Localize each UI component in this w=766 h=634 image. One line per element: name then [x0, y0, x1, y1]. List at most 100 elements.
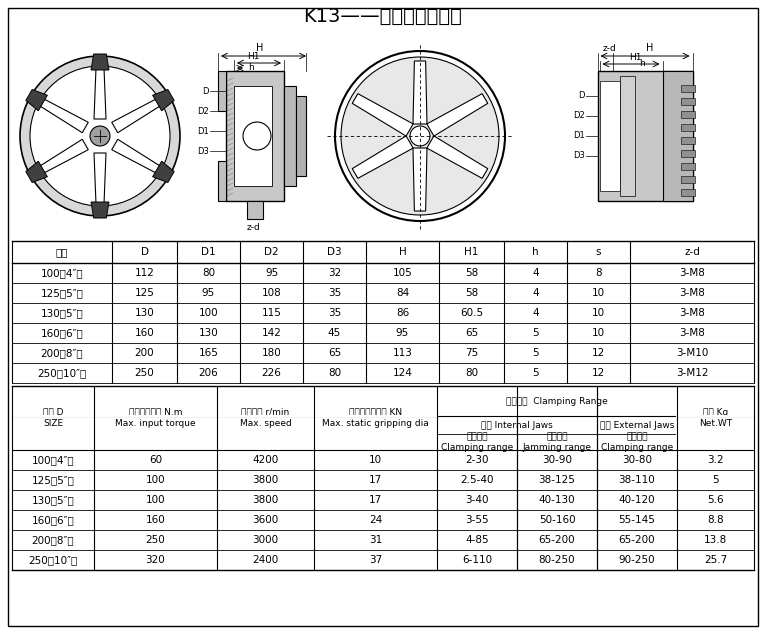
Text: 2.5-40: 2.5-40 [460, 475, 494, 485]
Bar [218, 161, 226, 201]
Text: 30-90: 30-90 [542, 455, 572, 465]
Text: 3-55: 3-55 [465, 515, 489, 525]
Text: 4: 4 [532, 288, 538, 298]
Polygon shape [352, 94, 413, 136]
Text: h: h [532, 247, 538, 257]
Bar [226, 71, 284, 201]
Bar [680, 176, 695, 183]
Text: 200（8″）: 200（8″） [31, 535, 74, 545]
Text: 108: 108 [262, 288, 281, 298]
Text: D: D [578, 91, 584, 101]
Text: D: D [140, 247, 149, 257]
Polygon shape [112, 98, 161, 133]
Text: 142: 142 [261, 328, 281, 338]
Text: 100: 100 [146, 495, 165, 505]
Text: 夹持范围  Clamping Range: 夹持范围 Clamping Range [506, 396, 608, 406]
Text: 3-M8: 3-M8 [679, 308, 705, 318]
Text: 4200: 4200 [252, 455, 279, 465]
Text: 规格: 规格 [56, 247, 68, 257]
Circle shape [243, 122, 271, 150]
Polygon shape [26, 89, 47, 111]
Text: 130: 130 [135, 308, 155, 318]
Polygon shape [112, 139, 161, 174]
Text: 75: 75 [465, 348, 478, 358]
Bar [247, 201, 263, 219]
Text: 10: 10 [592, 328, 605, 338]
Bar [680, 111, 695, 118]
Bar [680, 124, 695, 131]
Bar [680, 189, 695, 196]
Text: 206: 206 [198, 368, 218, 378]
Text: 10: 10 [369, 455, 382, 465]
Text: 夹紧范围
Clamping range: 夹紧范围 Clamping range [441, 432, 513, 452]
Polygon shape [152, 89, 174, 111]
Text: z-d: z-d [684, 247, 700, 257]
Text: 130（5″）: 130（5″） [31, 495, 74, 505]
Text: 160（6″）: 160（6″） [31, 515, 74, 525]
Text: D3: D3 [573, 152, 584, 160]
Text: 3-M8: 3-M8 [679, 288, 705, 298]
Bar [284, 86, 296, 186]
Text: 3800: 3800 [252, 475, 279, 485]
Text: H1: H1 [629, 53, 641, 62]
Text: s: s [596, 247, 601, 257]
Text: 8: 8 [595, 268, 602, 278]
Text: 160（6″）: 160（6″） [41, 328, 83, 338]
Text: K13——六爪自定心卡盘: K13——六爪自定心卡盘 [303, 6, 463, 25]
Text: 320: 320 [146, 555, 165, 565]
Bar [296, 96, 306, 176]
Bar [620, 76, 634, 196]
Text: 160: 160 [135, 328, 155, 338]
Text: 58: 58 [465, 288, 478, 298]
Text: H: H [257, 43, 264, 53]
Text: 165: 165 [198, 348, 218, 358]
Text: 规格 D
SIZE: 规格 D SIZE [43, 408, 64, 429]
Text: 65-200: 65-200 [619, 535, 655, 545]
Text: 80: 80 [202, 268, 215, 278]
Text: 3800: 3800 [252, 495, 279, 505]
Text: 正爪 Internal Jaws: 正爪 Internal Jaws [481, 420, 553, 429]
Text: 45: 45 [328, 328, 341, 338]
Text: 35: 35 [328, 288, 341, 298]
Text: 13.8: 13.8 [704, 535, 727, 545]
Text: 10: 10 [592, 308, 605, 318]
Text: 200: 200 [135, 348, 154, 358]
Polygon shape [413, 61, 427, 124]
Text: 40-120: 40-120 [619, 495, 655, 505]
Polygon shape [94, 153, 106, 204]
Text: 3-M12: 3-M12 [676, 368, 709, 378]
Circle shape [20, 56, 180, 216]
Polygon shape [39, 139, 88, 174]
Text: 最大输入扭矩 N.m
Max. input torque: 最大输入扭矩 N.m Max. input torque [115, 408, 196, 429]
Text: 65: 65 [328, 348, 341, 358]
Text: 55-145: 55-145 [619, 515, 656, 525]
Bar [234, 86, 272, 186]
Text: 250: 250 [146, 535, 165, 545]
Circle shape [335, 51, 505, 221]
Bar [680, 163, 695, 170]
Text: 6-110: 6-110 [462, 555, 492, 565]
Text: 125: 125 [135, 288, 155, 298]
Text: 130: 130 [198, 328, 218, 338]
Text: 5.6: 5.6 [707, 495, 724, 505]
Text: 35: 35 [328, 308, 341, 318]
Text: 4-85: 4-85 [465, 535, 489, 545]
Text: 50-160: 50-160 [538, 515, 575, 525]
Text: 86: 86 [396, 308, 409, 318]
Text: 250: 250 [135, 368, 155, 378]
Text: 净重 Kg
Net.WT: 净重 Kg Net.WT [699, 408, 732, 429]
Text: 夹紧范围
Clamping range: 夹紧范围 Clamping range [601, 432, 673, 452]
Circle shape [341, 57, 499, 215]
Bar [663, 71, 692, 201]
Text: 3.2: 3.2 [707, 455, 724, 465]
Polygon shape [26, 161, 47, 183]
Text: 5: 5 [532, 368, 538, 378]
Bar [218, 71, 226, 111]
Text: 95: 95 [396, 328, 409, 338]
Text: 60: 60 [149, 455, 162, 465]
Bar [680, 85, 695, 92]
Text: 250（10″）: 250（10″） [28, 555, 77, 565]
Text: 2-30: 2-30 [465, 455, 489, 465]
Text: 60.5: 60.5 [460, 308, 483, 318]
Text: 100: 100 [198, 308, 218, 318]
